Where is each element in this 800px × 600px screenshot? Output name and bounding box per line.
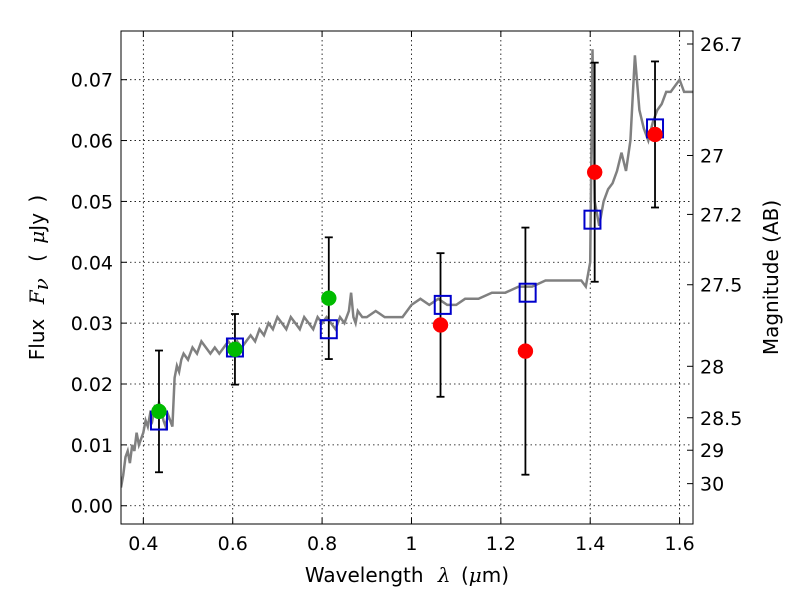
- y-tick-label: 0.06: [71, 131, 113, 153]
- plot-frame: [120, 30, 694, 525]
- sed-model-line: [121, 49, 693, 488]
- model-photometry-square: [319, 319, 338, 340]
- y-axis-label: Flux Fν ( μJy ): [25, 195, 53, 360]
- mag-tick-label: 29: [700, 440, 724, 462]
- points-layer: [149, 118, 665, 431]
- x-tick-label: 1: [405, 533, 417, 555]
- x-tick-label: 1.6: [664, 533, 694, 555]
- optical-detection-point: [151, 403, 167, 420]
- nir-detection-point: [586, 164, 603, 180]
- mag-tick-label: 27.5: [700, 275, 742, 297]
- mag-tick-label: 28: [700, 356, 724, 378]
- grid: [121, 31, 693, 524]
- mag-tick-label: 28.5: [700, 408, 742, 430]
- model-photometry-square: [583, 209, 602, 230]
- y-tick-label: 0.00: [71, 496, 113, 518]
- x-tick-label: 0.8: [307, 533, 337, 555]
- optical-detection-point: [227, 341, 243, 358]
- y2-axis-label: Magnitude (AB): [759, 200, 783, 355]
- x-tick-label: 0.6: [218, 533, 248, 555]
- mag-tick-label: 27: [700, 145, 724, 167]
- mag-tick-label: 26.7: [700, 34, 742, 56]
- y-tick-label: 0.04: [71, 252, 113, 274]
- y-tick-label: 0.05: [71, 191, 113, 213]
- errorbar-layer: [154, 60, 660, 476]
- x-tick-label: 0.4: [128, 533, 158, 555]
- model-photometry-square: [433, 294, 452, 315]
- mag-tick-label: 27.2: [700, 204, 742, 226]
- y-tick-label: 0.02: [71, 374, 113, 396]
- model-layer: [121, 49, 693, 488]
- y-tick-label: 0.01: [71, 435, 113, 457]
- optical-detection-point: [321, 290, 337, 306]
- nir-detection-point: [432, 317, 449, 333]
- x-tick-label: 1.4: [575, 533, 605, 555]
- x-tick-label: 1.2: [486, 533, 516, 555]
- y-tick-label: 0.03: [71, 313, 113, 335]
- ticks-layer: 0.4 0.6 0.8 1 1.2 1.4 1.6 0.00 0.01 0.02 0.03 0.04 0…: [71, 31, 742, 555]
- mag-tick-label: 30: [700, 474, 724, 496]
- nir-detection-point: [647, 126, 663, 143]
- y-tick-label: 0.07: [71, 70, 113, 92]
- x-axis-label: Wavelength λ (μm): [305, 563, 509, 587]
- nir-detection-point: [517, 343, 534, 359]
- model-photometry-square: [518, 282, 537, 303]
